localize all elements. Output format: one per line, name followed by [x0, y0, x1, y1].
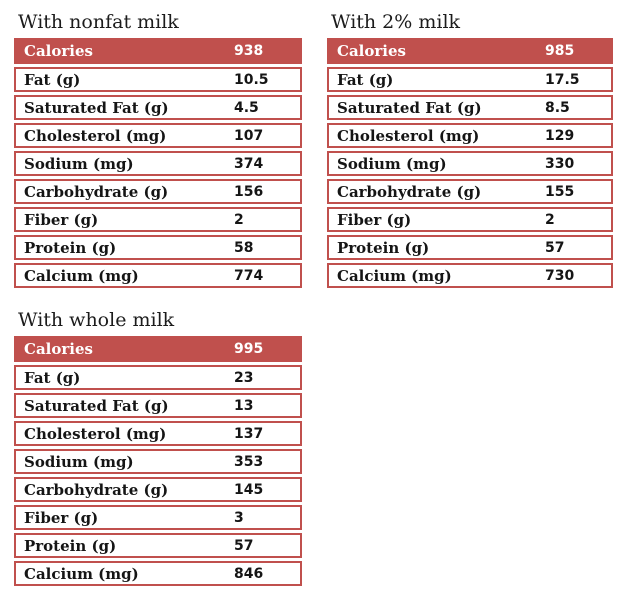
row-value: 145: [234, 481, 264, 498]
row-value: 13: [234, 397, 254, 414]
table-row: Calcium (mg) 774: [14, 263, 302, 288]
row-label: Fiber (g): [24, 210, 99, 229]
header-value: 985: [545, 43, 575, 59]
row-label: Carbohydrate (g): [24, 182, 169, 201]
table-row: Cholesterol (mg) 129: [327, 123, 613, 148]
row-label: Sodium (mg): [337, 154, 447, 173]
row-label: Saturated Fat (g): [24, 98, 169, 117]
row-value: 2: [545, 211, 555, 228]
row-value: 156: [234, 183, 264, 200]
table-row: Cholesterol (mg) 107: [14, 123, 302, 148]
row-value: 2: [234, 211, 244, 228]
header-label: Calories: [24, 340, 93, 358]
table-title: With whole milk: [18, 309, 175, 331]
row-value: 8.5: [545, 99, 570, 116]
row-value: 57: [545, 239, 565, 256]
table-row: Calcium (mg) 846: [14, 561, 302, 586]
table-header-row: Calories 995: [14, 336, 302, 362]
row-label: Cholesterol (mg): [24, 126, 167, 145]
table-row: Cholesterol (mg) 137: [14, 421, 302, 446]
table-row: Protein (g) 57: [14, 533, 302, 558]
row-label: Carbohydrate (g): [24, 480, 169, 499]
header-value: 938: [234, 43, 264, 59]
table-row: Saturated Fat (g) 4.5: [14, 95, 302, 120]
table-header-row: Calories 938: [14, 38, 302, 64]
nutrition-block-2pct-milk: With 2% milk Calories 985 Fat (g) 17.5 S…: [327, 10, 613, 288]
row-label: Fat (g): [337, 70, 394, 89]
nutrition-block-nonfat-milk: With nonfat milk Calories 938 Fat (g) 10…: [14, 10, 302, 288]
table-row: Carbohydrate (g) 155: [327, 179, 613, 204]
table-title: With nonfat milk: [18, 11, 179, 33]
row-value: 353: [234, 453, 264, 470]
row-value: 730: [545, 267, 575, 284]
row-value: 23: [234, 369, 254, 386]
table-row: Sodium (mg) 330: [327, 151, 613, 176]
header-label: Calories: [337, 42, 406, 60]
row-value: 10.5: [234, 71, 269, 88]
row-value: 155: [545, 183, 575, 200]
table-row: Fat (g) 10.5: [14, 67, 302, 92]
table-row: Sodium (mg) 374: [14, 151, 302, 176]
table-row: Calcium (mg) 730: [327, 263, 613, 288]
row-label: Calcium (mg): [337, 266, 452, 285]
row-label: Sodium (mg): [24, 452, 134, 471]
row-label: Calcium (mg): [24, 266, 139, 285]
row-value: 4.5: [234, 99, 259, 116]
header-value: 995: [234, 341, 264, 357]
table-row: Saturated Fat (g) 13: [14, 393, 302, 418]
row-label: Carbohydrate (g): [337, 182, 482, 201]
row-value: 107: [234, 127, 264, 144]
row-label: Fiber (g): [24, 508, 99, 527]
table-row: Fiber (g) 3: [14, 505, 302, 530]
table-row: Protein (g) 58: [14, 235, 302, 260]
header-label: Calories: [24, 42, 93, 60]
row-label: Saturated Fat (g): [337, 98, 482, 117]
table-row: Carbohydrate (g) 145: [14, 477, 302, 502]
row-value: 846: [234, 565, 264, 582]
row-label: Fat (g): [24, 368, 81, 387]
row-value: 17.5: [545, 71, 580, 88]
row-value: 129: [545, 127, 575, 144]
table-title: With 2% milk: [331, 11, 461, 33]
row-value: 330: [545, 155, 575, 172]
row-label: Saturated Fat (g): [24, 396, 169, 415]
row-label: Protein (g): [24, 536, 117, 555]
row-label: Sodium (mg): [24, 154, 134, 173]
nutrition-table: Calories 985 Fat (g) 17.5 Saturated Fat …: [327, 38, 613, 288]
nutrition-table: Calories 938 Fat (g) 10.5 Saturated Fat …: [14, 38, 302, 288]
table-row: Fiber (g) 2: [327, 207, 613, 232]
row-label: Protein (g): [337, 238, 430, 257]
table-row: Fat (g) 23: [14, 365, 302, 390]
table-row: Fiber (g) 2: [14, 207, 302, 232]
row-label: Fat (g): [24, 70, 81, 89]
table-row: Carbohydrate (g) 156: [14, 179, 302, 204]
table-row: Protein (g) 57: [327, 235, 613, 260]
row-value: 58: [234, 239, 254, 256]
row-value: 57: [234, 537, 254, 554]
row-label: Cholesterol (mg): [24, 424, 167, 443]
table-header-row: Calories 985: [327, 38, 613, 64]
table-row: Fat (g) 17.5: [327, 67, 613, 92]
row-value: 374: [234, 155, 264, 172]
row-label: Cholesterol (mg): [337, 126, 480, 145]
row-value: 774: [234, 267, 264, 284]
table-row: Sodium (mg) 353: [14, 449, 302, 474]
row-value: 3: [234, 509, 244, 526]
row-label: Protein (g): [24, 238, 117, 257]
row-value: 137: [234, 425, 264, 442]
table-row: Saturated Fat (g) 8.5: [327, 95, 613, 120]
nutrition-table: Calories 995 Fat (g) 23 Saturated Fat (g…: [14, 336, 302, 586]
nutrition-block-whole-milk: With whole milk Calories 995 Fat (g) 23 …: [14, 308, 302, 586]
row-label: Fiber (g): [337, 210, 412, 229]
row-label: Calcium (mg): [24, 564, 139, 583]
